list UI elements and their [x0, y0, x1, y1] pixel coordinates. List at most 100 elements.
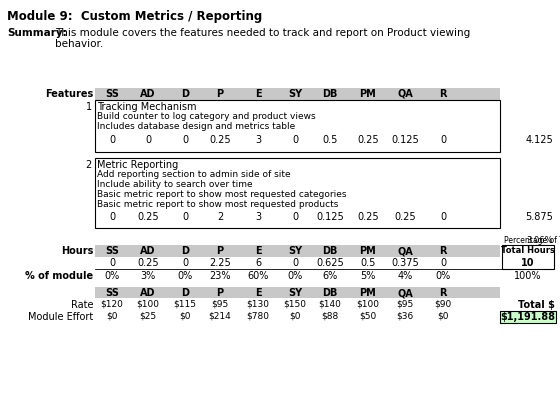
Bar — [95, 100, 500, 152]
Text: Hours: Hours — [60, 246, 93, 256]
Text: 0: 0 — [182, 135, 188, 145]
Text: Summary:: Summary: — [7, 28, 67, 38]
Text: DB: DB — [323, 288, 338, 298]
Text: Metric Reporting: Metric Reporting — [97, 160, 178, 170]
Text: 0.25: 0.25 — [394, 212, 416, 222]
Text: 0%: 0% — [178, 271, 193, 281]
Text: PM: PM — [360, 288, 376, 298]
Text: This module covers the features needed to track and report on Product viewing: This module covers the features needed t… — [55, 28, 470, 38]
Text: 0: 0 — [440, 258, 446, 268]
Text: 60%: 60% — [248, 271, 269, 281]
Text: E: E — [255, 246, 262, 256]
Text: $0: $0 — [179, 312, 191, 321]
Text: $88: $88 — [321, 312, 339, 321]
Bar — [502, 245, 554, 269]
Text: P: P — [216, 288, 223, 298]
Text: QA: QA — [397, 89, 413, 99]
Text: 3: 3 — [255, 212, 261, 222]
Text: Basic metric report to show most requested categories: Basic metric report to show most request… — [97, 190, 347, 199]
Text: 0: 0 — [292, 258, 298, 268]
Text: 2.25: 2.25 — [209, 258, 231, 268]
Text: 0.25: 0.25 — [357, 212, 379, 222]
Text: Percentage of Total: Percentage of Total — [504, 236, 560, 245]
Text: $95: $95 — [211, 300, 228, 309]
Text: 0: 0 — [109, 212, 115, 222]
Text: Build counter to log category and product views: Build counter to log category and produc… — [97, 112, 316, 121]
Text: E: E — [255, 89, 262, 99]
Bar — [95, 158, 500, 228]
Bar — [95, 245, 500, 257]
Text: 0: 0 — [440, 135, 446, 145]
Text: PM: PM — [360, 89, 376, 99]
Text: $0: $0 — [437, 312, 449, 321]
Text: 4.125: 4.125 — [525, 135, 553, 145]
Text: AD: AD — [140, 288, 156, 298]
Text: 100%: 100% — [514, 271, 542, 281]
Text: Total Hours: Total Hours — [501, 246, 555, 255]
Text: 0.25: 0.25 — [137, 258, 159, 268]
Text: 2: 2 — [217, 212, 223, 222]
Text: 0: 0 — [182, 258, 188, 268]
Text: 0.25: 0.25 — [137, 212, 159, 222]
Text: Includes database design and metrics table: Includes database design and metrics tab… — [97, 122, 295, 131]
Text: E: E — [255, 288, 262, 298]
Text: 0: 0 — [292, 212, 298, 222]
Text: $120: $120 — [101, 300, 123, 309]
Text: Rate: Rate — [71, 300, 93, 310]
Text: SS: SS — [105, 89, 119, 99]
Text: 0.5: 0.5 — [360, 258, 376, 268]
Text: 0: 0 — [145, 135, 151, 145]
Text: DB: DB — [323, 89, 338, 99]
Text: 6: 6 — [255, 258, 261, 268]
Text: 0.125: 0.125 — [391, 135, 419, 145]
Text: 4%: 4% — [398, 271, 413, 281]
Text: SY: SY — [288, 89, 302, 99]
Text: 5.875: 5.875 — [525, 212, 553, 222]
Text: 0.25: 0.25 — [209, 135, 231, 145]
Text: R: R — [439, 89, 447, 99]
Text: $100: $100 — [357, 300, 380, 309]
Text: 0: 0 — [109, 258, 115, 268]
Text: Features: Features — [45, 89, 93, 99]
Text: Tracking Mechanism: Tracking Mechanism — [97, 102, 197, 112]
Text: 6%: 6% — [323, 271, 338, 281]
Text: D: D — [181, 288, 189, 298]
Text: PM: PM — [360, 246, 376, 256]
Text: 23%: 23% — [209, 271, 231, 281]
Text: $130: $130 — [246, 300, 269, 309]
Text: $90: $90 — [435, 300, 451, 309]
Text: 0: 0 — [440, 212, 446, 222]
Text: Basic metric report to show most requested products: Basic metric report to show most request… — [97, 200, 338, 209]
Text: behavior.: behavior. — [55, 39, 103, 49]
Text: % of module: % of module — [25, 271, 93, 281]
Text: D: D — [181, 89, 189, 99]
Text: P: P — [216, 89, 223, 99]
Text: 0.5: 0.5 — [323, 135, 338, 145]
Text: Total $: Total $ — [518, 300, 555, 310]
Text: 0.125: 0.125 — [316, 212, 344, 222]
Text: $100: $100 — [137, 300, 160, 309]
Bar — [95, 287, 500, 298]
Text: R: R — [439, 246, 447, 256]
Text: 0: 0 — [292, 135, 298, 145]
Text: AD: AD — [140, 246, 156, 256]
Text: 0: 0 — [182, 212, 188, 222]
Text: R: R — [439, 288, 447, 298]
Text: P: P — [216, 246, 223, 256]
Text: SY: SY — [288, 246, 302, 256]
Text: 0: 0 — [109, 135, 115, 145]
Text: 1: 1 — [86, 102, 92, 112]
Text: 5%: 5% — [360, 271, 376, 281]
Text: 0.375: 0.375 — [391, 258, 419, 268]
Text: $25: $25 — [139, 312, 157, 321]
Text: Add reporting section to admin side of site: Add reporting section to admin side of s… — [97, 170, 291, 179]
Bar — [95, 88, 500, 100]
Text: $95: $95 — [396, 300, 414, 309]
Text: D: D — [181, 246, 189, 256]
Text: $140: $140 — [319, 300, 342, 309]
Text: 0%: 0% — [287, 271, 302, 281]
Text: 0%: 0% — [104, 271, 120, 281]
Text: Module 9:  Custom Metrics / Reporting: Module 9: Custom Metrics / Reporting — [7, 10, 262, 23]
Text: $0: $0 — [106, 312, 118, 321]
Text: 3%: 3% — [141, 271, 156, 281]
